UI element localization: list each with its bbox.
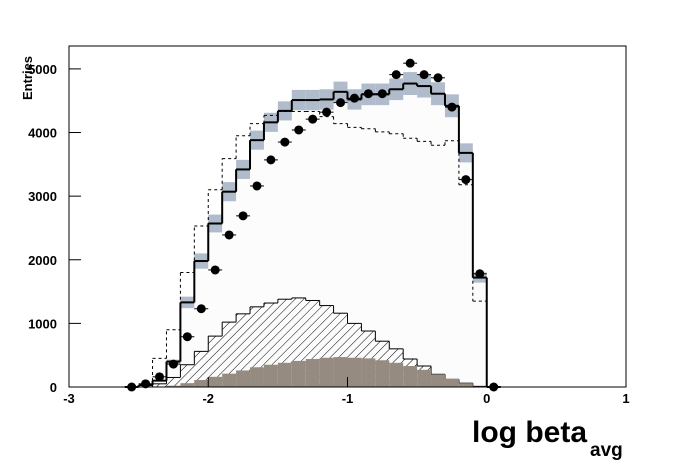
data-point xyxy=(447,102,457,112)
data-point xyxy=(391,70,401,80)
histogram-bar xyxy=(263,364,278,387)
data-point xyxy=(196,304,206,314)
histogram-bar xyxy=(236,370,251,387)
y-tick-label: 0 xyxy=(50,380,57,395)
data-point xyxy=(141,379,151,389)
histogram-bar xyxy=(403,366,418,387)
histogram-bar xyxy=(277,362,292,387)
histogram-bar xyxy=(458,152,473,387)
histogram-bar xyxy=(305,359,320,387)
histogram-bar xyxy=(347,357,362,387)
x-tick-label: -3 xyxy=(63,391,75,406)
data-point xyxy=(155,372,165,382)
histogram-bar xyxy=(431,93,445,388)
histogram-bar xyxy=(417,86,432,387)
data-point xyxy=(224,230,234,240)
histogram-bar xyxy=(166,385,181,387)
histogram-bar xyxy=(333,357,348,387)
data-point xyxy=(280,137,290,147)
x-axis-label: log beta xyxy=(472,416,587,449)
histogram-bar xyxy=(291,360,306,387)
data-point xyxy=(210,265,220,275)
y-tick-label: 2000 xyxy=(28,253,57,268)
data-point xyxy=(294,125,304,135)
histogram-bar xyxy=(250,367,264,387)
histogram-bar xyxy=(403,83,418,387)
data-point xyxy=(349,93,359,103)
histogram-bar xyxy=(208,336,223,387)
histogram-bar xyxy=(361,94,376,388)
y-tick-label: 4000 xyxy=(28,126,57,141)
histogram-bar xyxy=(347,99,362,387)
histogram-bar xyxy=(417,369,432,387)
histogram-bar xyxy=(250,306,264,387)
data-point xyxy=(168,359,178,369)
histogram-bar xyxy=(319,357,334,387)
histogram-bar xyxy=(444,378,459,387)
histogram-bar xyxy=(375,94,390,388)
data-point xyxy=(419,70,429,80)
data-point xyxy=(252,181,262,191)
histogram-bar xyxy=(166,377,181,387)
data-point xyxy=(322,107,332,117)
x-tick-label: -1 xyxy=(342,391,354,406)
x-tick-label: 0 xyxy=(483,391,490,406)
y-tick-label: 5000 xyxy=(28,62,57,77)
histogram-bar xyxy=(361,358,376,387)
histogram-bar xyxy=(152,383,167,387)
histogram-bar xyxy=(222,322,237,387)
x-axis-label-subscript: avg xyxy=(590,440,623,461)
data-point xyxy=(238,211,248,221)
histogram-bar xyxy=(375,360,390,387)
data-point xyxy=(363,89,373,99)
x-tick-label: -2 xyxy=(202,391,214,406)
histogram-bar xyxy=(458,383,473,387)
histogram-bar xyxy=(180,383,195,387)
histogram-bar xyxy=(389,362,404,387)
y-tick-label: 1000 xyxy=(28,316,57,331)
data-point xyxy=(266,155,276,165)
histogram-bar xyxy=(194,351,209,387)
histogram-bar xyxy=(180,364,195,387)
y-tick-label: 3000 xyxy=(28,189,57,204)
data-point xyxy=(461,175,471,185)
y-axis-label: Entries xyxy=(20,56,35,100)
histogram-bar xyxy=(444,105,459,387)
data-point xyxy=(433,73,443,83)
histogram-bar xyxy=(222,373,237,387)
histogram-bar xyxy=(431,374,445,387)
histogram-bar xyxy=(472,277,487,387)
plot-area xyxy=(124,58,501,392)
data-point xyxy=(475,269,485,279)
histogram-bar xyxy=(389,89,404,387)
data-point xyxy=(182,332,192,342)
histogram-bar xyxy=(208,376,223,387)
data-point xyxy=(308,114,318,124)
x-tick-label: 1 xyxy=(622,391,629,406)
data-point xyxy=(405,58,415,68)
histogram-bar xyxy=(194,380,209,387)
histogram-bar xyxy=(236,313,251,387)
data-point xyxy=(377,89,387,99)
data-point xyxy=(336,98,346,108)
